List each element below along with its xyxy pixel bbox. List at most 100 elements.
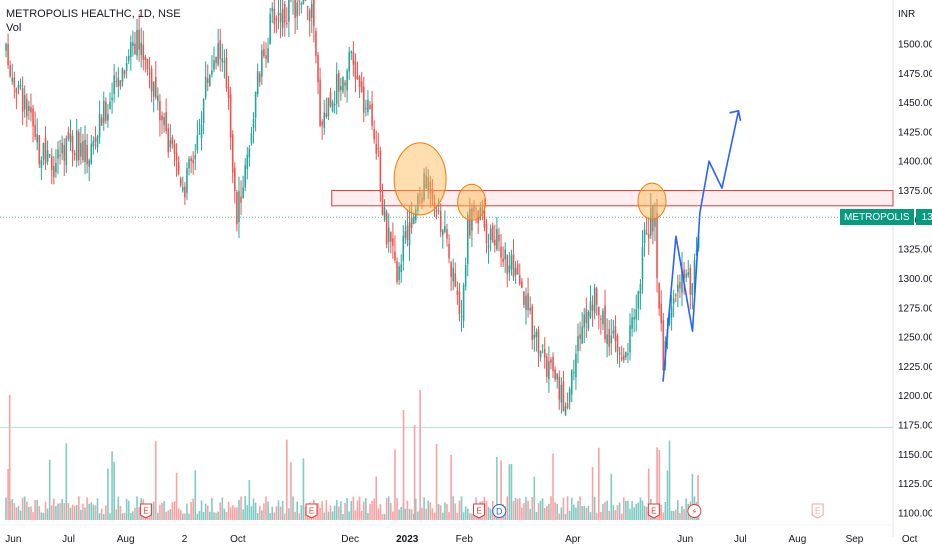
- candle-body: [635, 309, 638, 320]
- volume-bar: [258, 505, 261, 520]
- volume-bar: [265, 496, 267, 520]
- candle-body: [637, 291, 640, 309]
- candle-body: [564, 406, 567, 415]
- volume-bar: [456, 512, 459, 520]
- candle-body: [625, 351, 627, 358]
- volume-bar: [167, 510, 170, 520]
- volume-label[interactable]: Vol: [6, 22, 22, 34]
- volume-bar: [84, 507, 86, 520]
- volume-bar: [215, 512, 217, 520]
- candle-body: [342, 77, 344, 92]
- candle-body: [132, 42, 134, 47]
- candle-body: [356, 75, 359, 80]
- candle-body: [695, 249, 698, 256]
- symbol-title[interactable]: METROPOLIS HEALTHC, 1D, NSE: [6, 8, 181, 20]
- volume-bar: [346, 498, 348, 520]
- candle-body: [288, 0, 290, 22]
- candle-body: [179, 178, 182, 186]
- candle-body: [57, 149, 59, 159]
- x-tick-label: Aug: [117, 534, 135, 545]
- volume-bar: [471, 513, 473, 520]
- candle-body: [182, 187, 184, 191]
- volume-bar: [541, 498, 544, 520]
- candle-body: [429, 181, 432, 194]
- volume-bar: [546, 505, 548, 520]
- candle-body: [672, 298, 675, 304]
- earnings-marker-icon: [811, 503, 824, 519]
- volume-bar: [261, 510, 263, 520]
- candle-body: [425, 175, 427, 189]
- candle-body: [681, 267, 683, 293]
- candle-body: [152, 82, 155, 97]
- candle-body: [38, 134, 41, 165]
- y-tick-label: 1500.00: [898, 40, 932, 51]
- candle-body: [627, 353, 629, 355]
- candle-body: [26, 98, 28, 117]
- volume-bar: [192, 498, 194, 520]
- volume-bar: [242, 509, 244, 520]
- candle-body: [223, 61, 226, 63]
- volume-bar: [448, 512, 450, 520]
- candle-body: [344, 82, 346, 86]
- volume-bar: [566, 496, 569, 520]
- candle-body: [100, 117, 103, 126]
- candle-body: [367, 99, 369, 113]
- volume-bar: [165, 511, 167, 520]
- candle-body: [42, 143, 45, 160]
- candle-body: [462, 285, 465, 321]
- dividend-marker-label: D: [496, 507, 503, 517]
- candle-body: [516, 264, 519, 275]
- last-price-tag: METROPOLIS 1352.20: [840, 209, 932, 225]
- earnings-marker-icon: [305, 503, 318, 519]
- candle-body: [194, 155, 197, 160]
- volume-bar: [410, 509, 413, 520]
- candle-body: [242, 187, 244, 198]
- candle-body: [371, 103, 373, 126]
- candle-body: [598, 306, 600, 316]
- candle-body: [593, 287, 596, 314]
- highlight-circle: [637, 182, 667, 220]
- candle-body: [408, 222, 411, 246]
- candle-body: [96, 136, 99, 148]
- volume-bar: [121, 513, 124, 520]
- volume-bar: [512, 501, 515, 520]
- volume-bar: [506, 496, 509, 520]
- candle-body: [138, 29, 140, 50]
- volume-bar: [204, 503, 207, 520]
- candle-body: [34, 125, 36, 137]
- candle-body: [558, 376, 561, 400]
- volume-bar: [271, 506, 274, 520]
- volume-bar: [279, 506, 282, 520]
- candle-body: [677, 284, 679, 293]
- volume-bar: [38, 506, 41, 520]
- volume-bar: [637, 502, 640, 520]
- volume-bar: [67, 503, 70, 520]
- volume-bar: [238, 499, 240, 520]
- candle-body: [9, 65, 11, 77]
- volume-bar: [71, 504, 74, 520]
- candle-body: [167, 128, 170, 153]
- candle-body: [277, 12, 280, 16]
- volume-bar: [518, 498, 521, 520]
- split-marker-label: ⚡: [691, 508, 697, 518]
- x-tick-label: Apr: [565, 534, 581, 545]
- candle-body: [269, 14, 271, 45]
- volume-bar: [535, 511, 538, 520]
- volume-bar: [169, 509, 172, 520]
- volume-bar: [406, 500, 409, 520]
- candle-body: [514, 267, 517, 275]
- volume-bar: [527, 500, 529, 520]
- candle-body: [581, 326, 583, 344]
- volume-bar: [69, 507, 72, 520]
- candle-body: [213, 60, 215, 70]
- candle-body: [36, 134, 38, 143]
- y-tick-label: 1275.00: [898, 303, 932, 314]
- candle-body: [552, 356, 554, 372]
- candle-body: [173, 143, 176, 154]
- volume-bar: [421, 507, 423, 520]
- volume-bar: [543, 507, 546, 520]
- candle-body: [423, 173, 425, 200]
- candle-body: [240, 196, 242, 203]
